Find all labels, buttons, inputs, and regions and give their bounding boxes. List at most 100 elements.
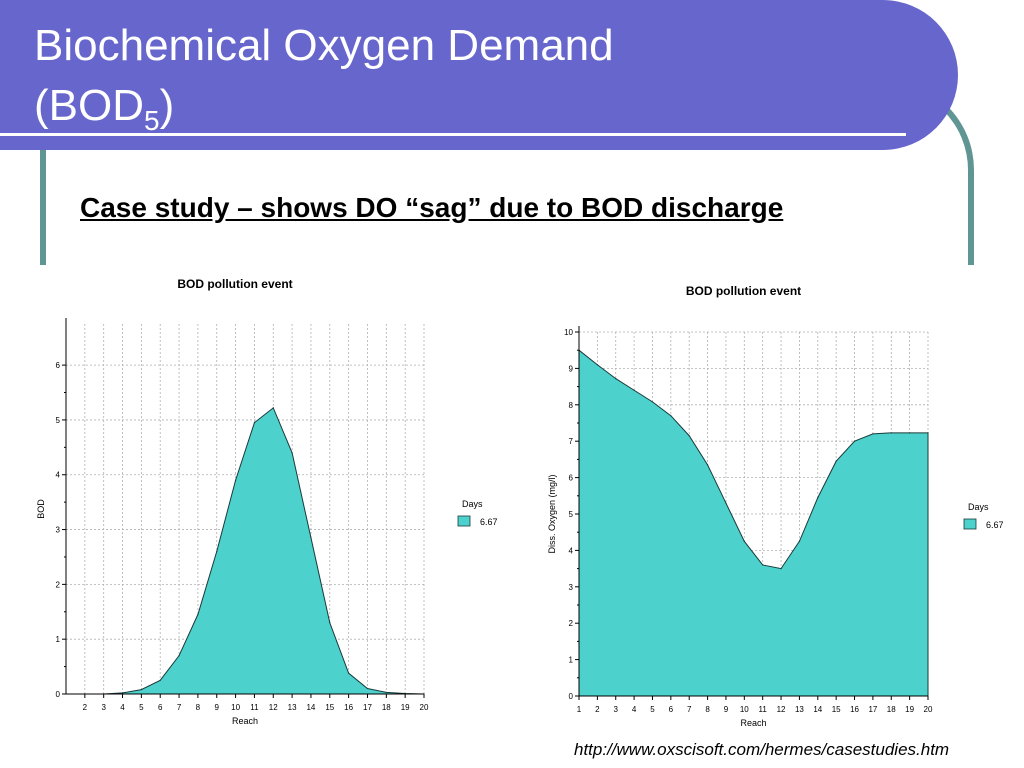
- data-point: [890, 432, 892, 434]
- x-tick-label: 9: [724, 705, 729, 714]
- x-tick-label: 18: [382, 703, 391, 712]
- slide-title-close: ): [159, 81, 175, 130]
- title-underline: [0, 133, 906, 136]
- data-point: [348, 672, 350, 674]
- y-tick-label: 3: [569, 583, 574, 592]
- do-chart: BOD pollution event 0 1 2 3 4 5 6 7 8 9 10 1 2 3 4 5 6 7 8 9…: [540, 276, 1024, 745]
- x-tick-label: 2: [83, 703, 88, 712]
- legend-series-label: 6.67: [480, 517, 498, 527]
- data-point: [743, 540, 745, 542]
- y-tick-label: 2: [56, 580, 61, 589]
- data-point: [798, 540, 801, 542]
- slide-title-line2: (BOD5): [34, 82, 174, 145]
- x-tick-label: 10: [740, 705, 749, 714]
- data-point: [872, 433, 874, 435]
- x-tick-label: 6: [669, 705, 674, 714]
- x-tick-label: 20: [924, 705, 933, 714]
- legend-title: Days: [462, 499, 483, 509]
- data-point: [310, 537, 312, 539]
- x-tick-label: 19: [905, 705, 914, 714]
- y-tick-label: 7: [569, 437, 574, 446]
- x-tick-label: 10: [231, 703, 240, 712]
- data-point: [909, 432, 911, 434]
- legend-swatch: [963, 518, 977, 530]
- x-tick-label: 16: [850, 705, 859, 714]
- data-point: [234, 479, 237, 481]
- x-tick-label: 8: [705, 705, 710, 714]
- source-url[interactable]: http://www.oxscisoft.com/hermes/casestud…: [574, 740, 950, 759]
- data-point: [706, 464, 709, 466]
- x-tick-label: 1: [577, 705, 582, 714]
- x-tick-label: 7: [687, 705, 692, 714]
- data-point: [216, 550, 218, 553]
- y-tick-label: 0: [56, 690, 61, 699]
- data-point: [817, 497, 819, 499]
- data-point: [121, 692, 124, 694]
- x-tick-label: 9: [215, 703, 220, 712]
- x-tick-label: 12: [777, 705, 786, 714]
- data-point: [688, 435, 690, 437]
- x-tick-label: 6: [158, 703, 163, 712]
- y-tick-label: 3: [56, 526, 61, 535]
- data-point: [178, 655, 180, 657]
- y-tick-label: 1: [56, 635, 61, 644]
- x-tick-label: 7: [177, 703, 182, 712]
- data-point: [835, 460, 837, 462]
- x-axis-label: Reach: [740, 718, 766, 728]
- series-area-6.67: [66, 407, 425, 695]
- x-tick-label: 4: [632, 705, 637, 714]
- data-point: [927, 432, 929, 434]
- x-axis-label: Reach: [232, 716, 258, 726]
- data-point: [853, 440, 856, 442]
- data-point: [197, 613, 199, 616]
- x-tick-label: 11: [250, 703, 259, 712]
- y-tick-label: 2: [569, 619, 574, 628]
- x-tick-label: 5: [650, 705, 655, 714]
- legend-series-label: 6.67: [986, 520, 1004, 530]
- data-point: [253, 422, 256, 424]
- data-point: [291, 452, 293, 454]
- data-point: [140, 689, 142, 691]
- y-tick-label: 0: [569, 692, 574, 701]
- y-tick-label: 9: [569, 364, 574, 373]
- x-tick-label: 13: [288, 703, 297, 712]
- x-tick-label: 20: [420, 703, 429, 712]
- legend-swatch: [457, 515, 471, 527]
- title-banner: Biochemical Oxygen Demand (BOD5): [0, 0, 958, 150]
- data-point: [725, 502, 727, 504]
- data-point: [596, 364, 598, 366]
- data-point: [762, 564, 764, 566]
- x-tick-label: 18: [887, 705, 896, 714]
- data-point: [780, 568, 782, 570]
- y-tick-label: 4: [569, 546, 574, 555]
- data-point: [329, 622, 331, 624]
- data-point: [615, 377, 617, 380]
- y-tick-label: 4: [56, 471, 61, 480]
- x-tick-label: 3: [101, 703, 106, 712]
- x-tick-label: 8: [196, 703, 201, 712]
- x-tick-label: 3: [614, 705, 619, 714]
- data-point: [633, 389, 635, 391]
- series-area-6.67: [578, 349, 929, 697]
- chart-title: BOD pollution event: [177, 277, 292, 291]
- data-point: [651, 401, 654, 403]
- y-axis-label: Diss. Oxygen (mg/l): [547, 474, 557, 553]
- data-point: [272, 407, 274, 409]
- x-tick-label: 14: [813, 705, 822, 714]
- x-tick-label: 17: [363, 703, 372, 712]
- slide-title-subscript: 5: [144, 105, 160, 136]
- y-tick-label: 6: [56, 361, 61, 370]
- x-tick-label: 5: [139, 703, 144, 712]
- data-point: [159, 679, 161, 681]
- x-tick-label: 14: [306, 703, 315, 712]
- x-tick-label: 4: [120, 703, 125, 712]
- slide-subtitle: Case study – shows DO “sag” due to BOD d…: [80, 192, 784, 223]
- chart-title: BOD pollution event: [686, 284, 801, 298]
- y-axis-label: BOD: [36, 499, 46, 519]
- y-tick-label: 1: [569, 656, 574, 665]
- x-tick-label: 12: [269, 703, 278, 712]
- x-tick-label: 11: [759, 705, 768, 714]
- data-point: [670, 415, 672, 417]
- legend-title: Days: [968, 502, 989, 512]
